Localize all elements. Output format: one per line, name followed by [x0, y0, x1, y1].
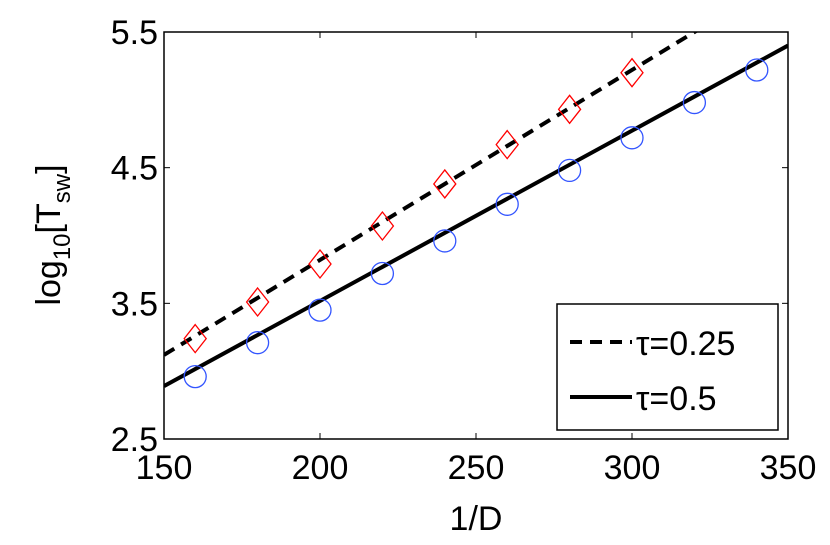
- y-tick-label: 5.5: [111, 14, 158, 52]
- svg-text:log10[Tsw]: log10[Tsw]: [30, 164, 76, 305]
- diamond-marker: [308, 248, 332, 280]
- x-tick-label: 350: [760, 449, 817, 487]
- diamond-marker: [557, 94, 582, 125]
- y-label-sw: sw: [49, 173, 76, 203]
- circle-marker: [370, 261, 395, 286]
- diamond-marker: [432, 168, 457, 199]
- legend: τ=0.25 τ=0.5: [556, 303, 779, 431]
- diamond-marker: [183, 323, 208, 354]
- x-tick-label: 200: [292, 449, 349, 487]
- y-tick-label: 3.5: [111, 285, 158, 323]
- legend-label-tau-025: τ=0.25: [636, 325, 735, 363]
- circle-marker: [620, 126, 644, 150]
- circle-marker: [557, 158, 582, 183]
- circle-marker: [745, 58, 769, 82]
- circle-marker: [183, 364, 207, 389]
- y-axis-label: log10[Tsw]: [30, 164, 76, 305]
- y-tick-label: 4.5: [111, 150, 158, 188]
- circle-marker: [245, 331, 270, 355]
- y-label-log: log: [30, 260, 68, 305]
- diamond-marker: [245, 286, 270, 318]
- y-axis: 2.5 3.5 4.5 5.5: [111, 14, 788, 459]
- y-label-sub: 10: [49, 233, 76, 260]
- x-tick-label: 250: [448, 449, 505, 487]
- data-markers: [183, 57, 769, 389]
- diamond-marker: [495, 129, 520, 160]
- circle-marker: [308, 298, 332, 322]
- y-label-close: ]: [30, 164, 68, 173]
- x-axis: 150 200 250 300 350: [136, 32, 817, 487]
- y-label-bracket: [T: [30, 203, 68, 233]
- diamond-marker: [620, 57, 644, 88]
- circle-marker: [495, 192, 519, 216]
- legend-box: [556, 303, 779, 431]
- fit-line-0: [164, 32, 699, 357]
- y-tick-label: 2.5: [111, 421, 158, 459]
- legend-label-tau-05: τ=0.5: [636, 380, 717, 418]
- circle-marker: [682, 90, 707, 115]
- x-tick-label: 150: [136, 449, 193, 487]
- diamond-marker: [370, 210, 395, 242]
- x-axis-label: 1/D: [450, 500, 503, 538]
- circle-marker: [433, 229, 457, 253]
- x-tick-label: 300: [604, 449, 661, 487]
